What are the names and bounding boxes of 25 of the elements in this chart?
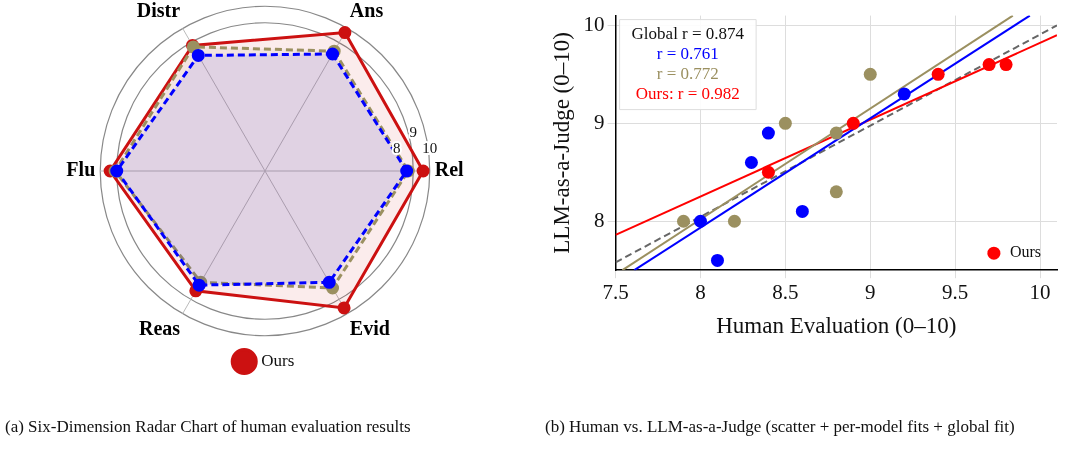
y-tick-label: 10 [583, 11, 605, 36]
spoke-label: Flu [66, 158, 96, 181]
x-axis-title: Human Evaluation (0–10) [716, 313, 957, 339]
legend-label: Ours [1009, 243, 1041, 261]
legend-label: Ours [261, 350, 295, 370]
annotation: Global r = 0.874 [631, 24, 745, 44]
annotation: r = 0.772 [656, 64, 719, 84]
spoke-label: Distr [136, 0, 181, 22]
y-axis-title: LLM-as-a-Judge (0–10) [548, 32, 574, 254]
spoke-label: Evid [349, 317, 390, 340]
y-tick-label: 8 [594, 207, 605, 232]
y-tick-label: 9 [594, 109, 605, 134]
annotation: Ours: r = 0.982 [635, 84, 740, 104]
x-tick-label: 9.5 [942, 280, 969, 305]
spoke-label: Reas [139, 317, 181, 340]
x-tick-label: 10 [1029, 280, 1051, 305]
text: (a) Six-Dimension Radar Chart of human evaluation results [5, 416, 412, 438]
x-tick-label: 7.5 [602, 280, 629, 305]
spoke-label: Ans [349, 0, 384, 22]
annotation: r = 0.761 [656, 44, 719, 64]
x-tick-label: 8.5 [772, 280, 799, 305]
spoke-label: Rel [434, 158, 465, 181]
text: (b) Human vs. LLM-as-a-Judge (scatter + per-model fits + global fit) [545, 416, 1016, 438]
x-tick-label: 8 [695, 280, 706, 305]
x-tick-label: 9 [865, 280, 876, 305]
